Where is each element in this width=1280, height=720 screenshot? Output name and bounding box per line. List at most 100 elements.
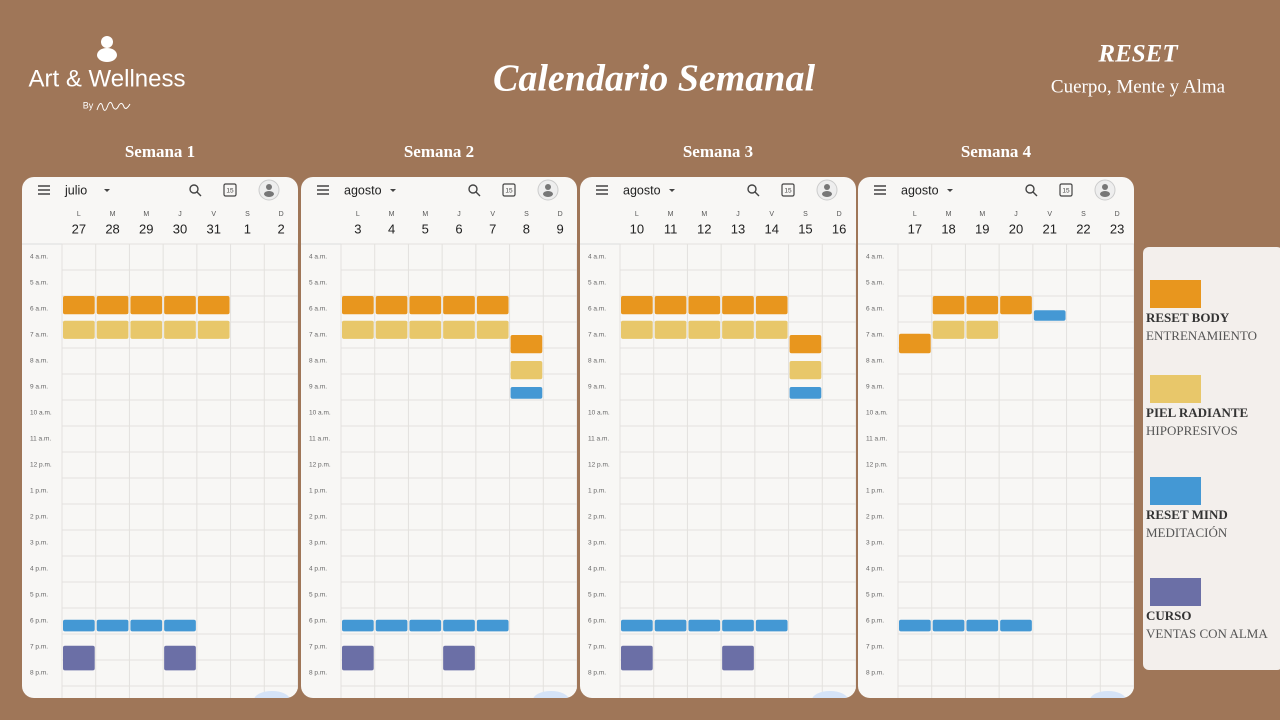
date-number[interactable]: 15 bbox=[798, 221, 812, 236]
calendar-event[interactable] bbox=[164, 619, 196, 632]
calendar-event[interactable] bbox=[1033, 310, 1066, 321]
calendar-event[interactable] bbox=[966, 619, 999, 632]
calendar-event[interactable] bbox=[130, 619, 163, 632]
menu-button[interactable] bbox=[596, 185, 608, 195]
date-number[interactable]: 21 bbox=[1042, 221, 1056, 236]
calendar-event[interactable] bbox=[63, 645, 95, 671]
calendar-event[interactable] bbox=[96, 619, 129, 632]
date-number[interactable]: 27 bbox=[72, 221, 86, 236]
today-button[interactable] bbox=[1059, 183, 1073, 197]
date-number[interactable]: 19 bbox=[975, 221, 989, 236]
menu-button[interactable] bbox=[874, 185, 886, 195]
calendar-event[interactable] bbox=[621, 645, 653, 671]
calendar-event[interactable] bbox=[688, 619, 721, 632]
today-button[interactable] bbox=[223, 183, 237, 197]
calendar-event[interactable] bbox=[342, 320, 374, 339]
floating-button[interactable] bbox=[812, 691, 848, 709]
calendar-event[interactable] bbox=[899, 333, 931, 354]
month-selector[interactable]: julio bbox=[64, 183, 87, 197]
search-button[interactable] bbox=[747, 184, 760, 197]
calendar-event[interactable] bbox=[789, 335, 822, 354]
calendar-event[interactable] bbox=[932, 320, 965, 339]
date-number[interactable]: 14 bbox=[764, 221, 778, 236]
date-number[interactable]: 9 bbox=[557, 221, 564, 236]
calendar-event[interactable] bbox=[621, 320, 653, 339]
calendar-event[interactable] bbox=[510, 361, 543, 380]
date-number[interactable]: 4 bbox=[388, 221, 395, 236]
calendar-event[interactable] bbox=[130, 320, 163, 339]
date-number[interactable]: 5 bbox=[422, 221, 429, 236]
calendar-event[interactable] bbox=[164, 320, 196, 339]
calendar-event[interactable] bbox=[409, 296, 442, 315]
calendar-event[interactable] bbox=[654, 320, 687, 339]
calendar-event[interactable] bbox=[342, 296, 374, 315]
calendar-event[interactable] bbox=[966, 320, 999, 339]
calendar-event[interactable] bbox=[654, 619, 687, 632]
calendar-event[interactable] bbox=[443, 619, 475, 632]
date-number[interactable]: 17 bbox=[908, 221, 922, 236]
calendar-event[interactable] bbox=[476, 619, 509, 632]
date-number[interactable]: 3 bbox=[354, 221, 361, 236]
calendar-event[interactable] bbox=[755, 320, 788, 339]
calendar-event[interactable] bbox=[1000, 296, 1032, 315]
date-number[interactable]: 6 bbox=[455, 221, 462, 236]
date-number[interactable]: 28 bbox=[105, 221, 119, 236]
calendar-event[interactable] bbox=[722, 619, 754, 632]
menu-button[interactable] bbox=[38, 185, 50, 195]
calendar-event[interactable] bbox=[510, 387, 543, 399]
date-number[interactable]: 22 bbox=[1076, 221, 1090, 236]
calendar-event[interactable] bbox=[899, 619, 931, 632]
search-button[interactable] bbox=[189, 184, 202, 197]
calendar-event[interactable] bbox=[722, 320, 754, 339]
calendar-event[interactable] bbox=[755, 619, 788, 632]
floating-button[interactable] bbox=[1090, 691, 1126, 709]
calendar-event[interactable] bbox=[621, 619, 653, 632]
calendar-event[interactable] bbox=[375, 296, 408, 315]
calendar-event[interactable] bbox=[409, 320, 442, 339]
calendar-event[interactable] bbox=[654, 296, 687, 315]
calendar-event[interactable] bbox=[164, 296, 196, 315]
calendar-event[interactable] bbox=[755, 296, 788, 315]
calendar-event[interactable] bbox=[1000, 619, 1032, 632]
calendar-event[interactable] bbox=[688, 320, 721, 339]
date-number[interactable]: 23 bbox=[1110, 221, 1124, 236]
today-button[interactable] bbox=[502, 183, 516, 197]
floating-button[interactable] bbox=[533, 691, 569, 709]
calendar-event[interactable] bbox=[966, 296, 999, 315]
date-number[interactable]: 31 bbox=[206, 221, 220, 236]
calendar-event[interactable] bbox=[342, 619, 374, 632]
date-number[interactable]: 1 bbox=[244, 221, 251, 236]
today-button[interactable] bbox=[781, 183, 795, 197]
calendar-event[interactable] bbox=[164, 645, 196, 671]
calendar-event[interactable] bbox=[688, 296, 721, 315]
calendar-event[interactable] bbox=[342, 645, 374, 671]
calendar-event[interactable] bbox=[476, 296, 509, 315]
calendar-event[interactable] bbox=[621, 296, 653, 315]
floating-button[interactable] bbox=[254, 691, 290, 709]
calendar-event[interactable] bbox=[476, 320, 509, 339]
date-number[interactable]: 12 bbox=[697, 221, 711, 236]
calendar-event[interactable] bbox=[789, 387, 822, 399]
calendar-event[interactable] bbox=[932, 619, 965, 632]
date-number[interactable]: 16 bbox=[832, 221, 846, 236]
date-number[interactable]: 18 bbox=[941, 221, 955, 236]
date-number[interactable]: 30 bbox=[173, 221, 187, 236]
menu-button[interactable] bbox=[317, 185, 329, 195]
calendar-event[interactable] bbox=[722, 645, 754, 671]
date-number[interactable]: 20 bbox=[1009, 221, 1023, 236]
date-number[interactable]: 7 bbox=[489, 221, 496, 236]
calendar-event[interactable] bbox=[443, 320, 475, 339]
calendar-event[interactable] bbox=[197, 296, 230, 315]
calendar-event[interactable] bbox=[510, 335, 543, 354]
date-number[interactable]: 8 bbox=[523, 221, 530, 236]
date-number[interactable]: 29 bbox=[139, 221, 153, 236]
calendar-event[interactable] bbox=[96, 296, 129, 315]
calendar-event[interactable] bbox=[96, 320, 129, 339]
calendar-event[interactable] bbox=[130, 296, 163, 315]
calendar-event[interactable] bbox=[443, 645, 475, 671]
date-number[interactable]: 2 bbox=[278, 221, 285, 236]
month-selector[interactable]: agosto bbox=[901, 183, 939, 197]
calendar-event[interactable] bbox=[409, 619, 442, 632]
calendar-event[interactable] bbox=[63, 619, 95, 632]
calendar-event[interactable] bbox=[197, 320, 230, 339]
